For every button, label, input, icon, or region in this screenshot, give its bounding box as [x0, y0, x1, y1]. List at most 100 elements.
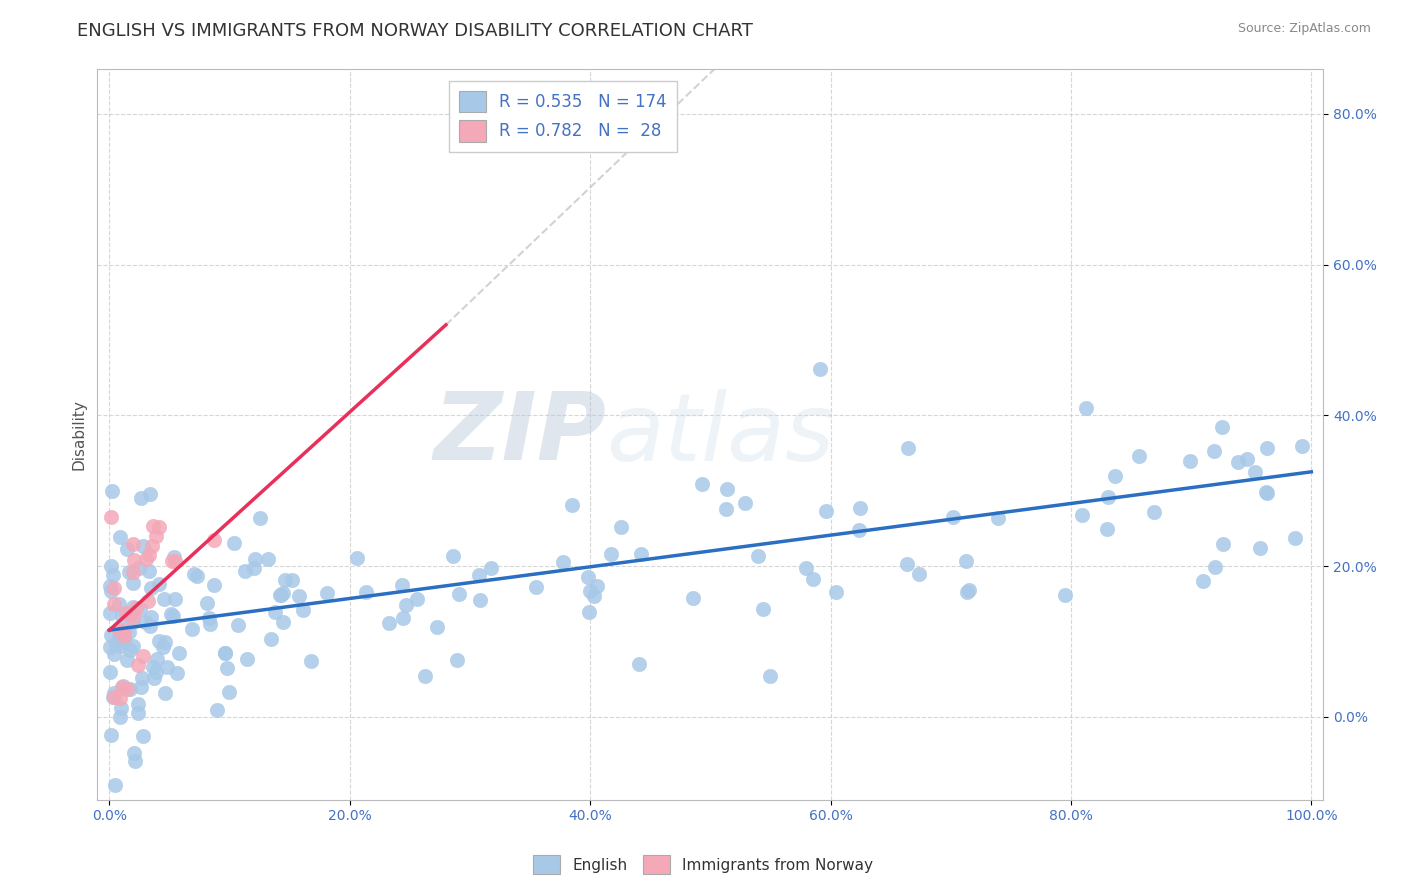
Point: [98, 606, 121, 620]
Point: [896, 442, 918, 456]
Point: [103, 581, 125, 595]
Point: [104, 636, 127, 650]
Point: [181, 622, 204, 636]
Point: [98, 579, 121, 593]
Point: [167, 646, 190, 660]
Point: [957, 583, 980, 598]
Point: [218, 685, 240, 699]
Point: [103, 686, 125, 700]
Point: [271, 615, 294, 629]
Point: [849, 500, 872, 515]
Point: [122, 609, 145, 624]
Point: [378, 615, 401, 630]
Point: [111, 679, 134, 693]
Point: [243, 561, 266, 575]
Point: [122, 553, 145, 567]
Point: [479, 561, 502, 575]
Point: [156, 659, 179, 673]
Point: [1204, 444, 1226, 458]
Point: [103, 597, 125, 611]
Point: [100, 728, 122, 742]
Point: [107, 597, 129, 611]
Point: [896, 557, 918, 571]
Point: [346, 551, 368, 566]
Point: [124, 754, 146, 768]
Point: [1095, 523, 1118, 537]
Point: [138, 565, 160, 579]
Point: [131, 729, 153, 743]
Point: [131, 671, 153, 685]
Point: [117, 653, 139, 667]
Point: [801, 572, 824, 586]
Point: [942, 510, 965, 524]
Point: [583, 590, 606, 604]
Point: [269, 589, 291, 603]
Point: [794, 561, 817, 575]
Point: [129, 680, 152, 694]
Point: [1256, 441, 1278, 455]
Text: ENGLISH VS IMMIGRANTS FROM NORWAY DISABILITY CORRELATION CHART: ENGLISH VS IMMIGRANTS FROM NORWAY DISABI…: [77, 22, 754, 40]
Point: [470, 593, 492, 607]
Point: [122, 600, 145, 615]
Point: [747, 549, 769, 564]
Y-axis label: Disability: Disability: [72, 399, 86, 469]
Point: [165, 554, 187, 568]
Point: [139, 619, 162, 633]
Point: [217, 661, 239, 675]
Point: [449, 587, 471, 601]
Point: [260, 632, 283, 647]
Point: [117, 566, 139, 580]
Point: [441, 549, 464, 564]
Point: [142, 659, 165, 673]
Point: [101, 484, 124, 499]
Point: [127, 706, 149, 721]
Point: [1054, 588, 1077, 602]
Point: [245, 552, 267, 566]
Point: [391, 578, 413, 592]
Point: [848, 524, 870, 538]
Point: [578, 570, 600, 584]
Point: [1256, 485, 1278, 500]
Point: [1254, 484, 1277, 499]
Point: [98, 665, 121, 679]
Point: [716, 502, 738, 516]
Point: [249, 511, 271, 525]
Point: [195, 596, 218, 610]
Text: ZIP: ZIP: [433, 388, 606, 480]
Text: Source: ZipAtlas.com: Source: ZipAtlas.com: [1237, 22, 1371, 36]
Point: [122, 576, 145, 591]
Point: [1074, 401, 1097, 415]
Point: [186, 569, 208, 583]
Point: [104, 778, 127, 792]
Point: [578, 605, 600, 619]
Point: [413, 668, 436, 682]
Point: [110, 700, 132, 714]
Point: [128, 560, 150, 574]
Point: [98, 640, 121, 655]
Point: [118, 643, 141, 657]
Point: [145, 529, 167, 543]
Point: [987, 511, 1010, 525]
Point: [108, 623, 131, 637]
Point: [121, 537, 143, 551]
Point: [145, 665, 167, 679]
Point: [956, 584, 979, 599]
Point: [115, 607, 138, 621]
Point: [752, 602, 775, 616]
Point: [759, 668, 782, 682]
Point: [908, 567, 931, 582]
Legend: R = 0.535   N = 174, R = 0.782   N =  28: R = 0.535 N = 174, R = 0.782 N = 28: [450, 80, 678, 152]
Point: [141, 539, 163, 553]
Point: [1104, 469, 1126, 483]
Point: [406, 591, 429, 606]
Point: [132, 540, 155, 554]
Point: [236, 652, 259, 666]
Point: [112, 629, 135, 643]
Point: [148, 520, 170, 534]
Point: [103, 647, 125, 661]
Point: [627, 657, 650, 671]
Point: [160, 607, 183, 622]
Point: [108, 710, 131, 724]
Point: [446, 653, 468, 667]
Point: [287, 589, 309, 603]
